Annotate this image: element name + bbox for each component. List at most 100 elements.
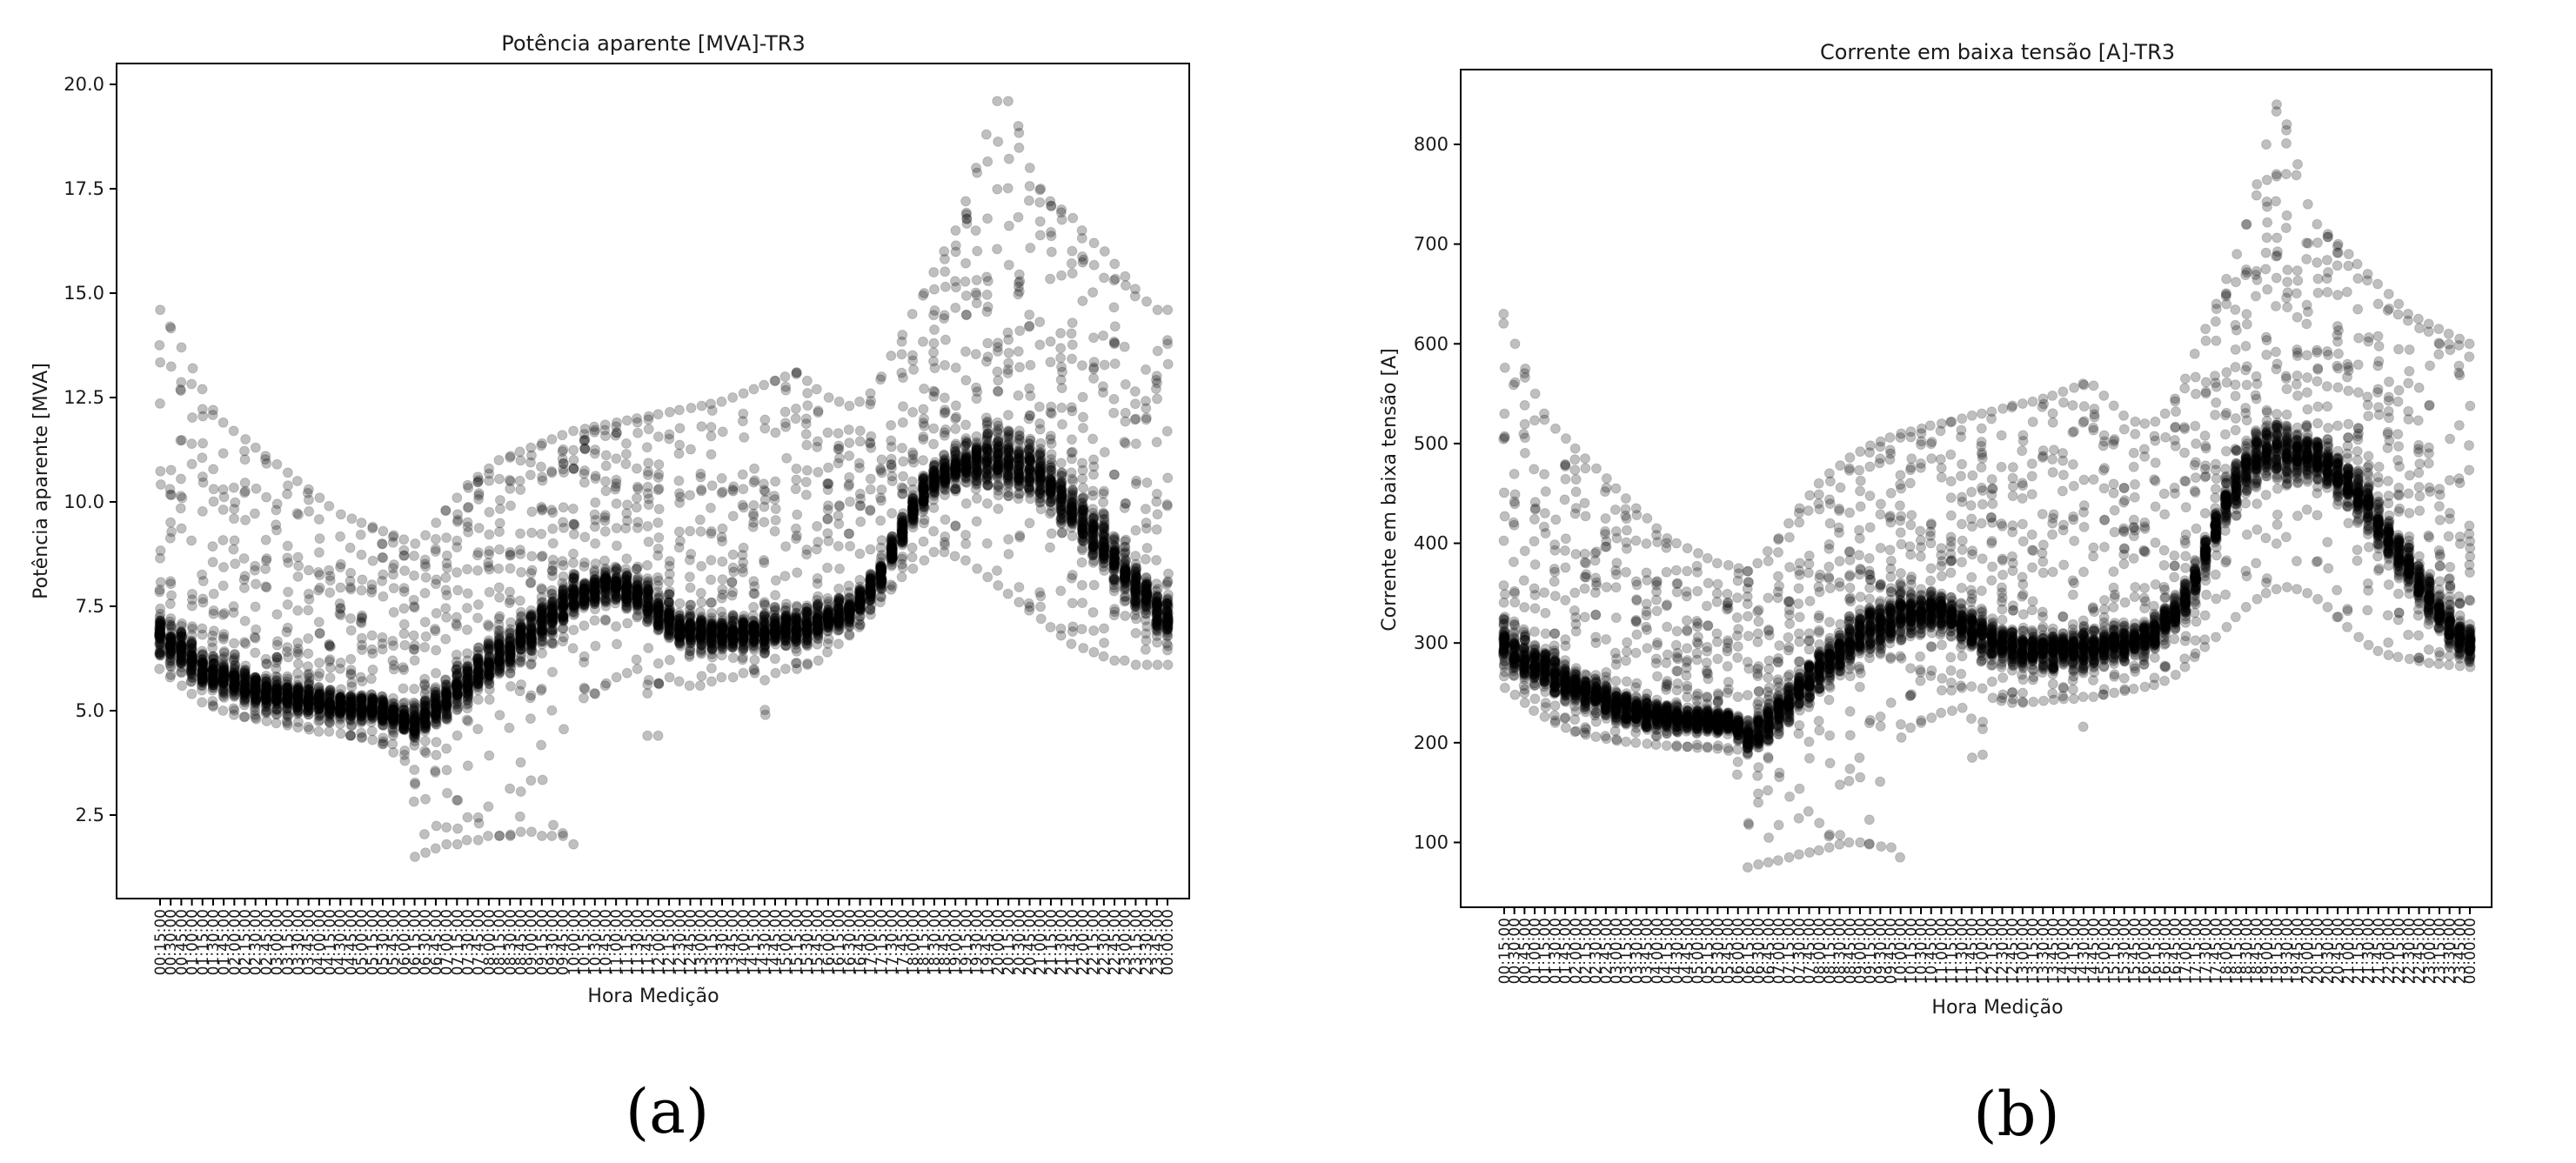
scatter-point: [197, 452, 208, 464]
scatter-point: [419, 745, 431, 757]
scatter-point: [494, 710, 505, 721]
scatter-point: [250, 442, 261, 453]
scatter-point: [546, 705, 558, 716]
scatter-point: [197, 477, 209, 488]
scatter-point: [632, 610, 643, 621]
scatter-point: [164, 660, 176, 672]
scatter-point: [632, 413, 643, 424]
scatter-point: [292, 705, 304, 716]
scatter-point: [472, 724, 484, 735]
scatter-point: [695, 525, 706, 537]
scatter-point: [356, 518, 367, 528]
scatter-point: [166, 645, 177, 656]
scatter-point: [790, 403, 801, 414]
scatter-point: [790, 523, 801, 534]
scatter-point: [325, 685, 336, 696]
scatter-point: [800, 429, 812, 440]
scatter-point: [155, 615, 166, 626]
scatter-point: [419, 587, 431, 598]
scatter-point: [452, 620, 463, 632]
scatter-point: [292, 685, 304, 696]
scatter-point: [706, 597, 717, 608]
scatter-point: [440, 603, 452, 614]
scatter-point: [154, 620, 165, 632]
scatter-point: [802, 659, 813, 671]
scatter-point: [251, 578, 262, 590]
scatter-point: [292, 551, 304, 563]
scatter-point: [664, 618, 675, 629]
scatter-point: [431, 574, 442, 585]
scatter-point: [705, 502, 716, 513]
scatter-point: [525, 640, 537, 652]
scatter-point: [673, 475, 685, 486]
scatter-point: [579, 620, 590, 632]
scatter-point: [155, 634, 166, 645]
scatter-point: [505, 680, 517, 692]
scatter-point: [610, 561, 621, 572]
scatter-point: [387, 714, 398, 725]
scatter-point: [599, 419, 611, 431]
scatter-point: [388, 583, 399, 594]
scatter-point: [514, 446, 525, 458]
scatter-point: [653, 624, 665, 635]
scatter-point: [536, 625, 547, 637]
scatter-point: [217, 417, 229, 428]
scatter-point: [800, 418, 812, 430]
scatter-point: [175, 384, 186, 395]
scatter-point: [155, 637, 166, 648]
scatter-point: [356, 732, 367, 744]
scatter-point: [833, 518, 845, 530]
scatter-point: [537, 471, 548, 483]
scatter-point: [441, 612, 452, 623]
scatter-point: [250, 647, 261, 658]
scatter-point: [461, 602, 472, 613]
scatter-point: [314, 570, 325, 581]
scatter-point: [154, 626, 165, 638]
scatter-point: [631, 492, 642, 504]
scatter-point: [674, 497, 686, 508]
scatter-point: [367, 555, 378, 566]
scatter-point: [790, 413, 801, 424]
scatter-point: [230, 497, 241, 508]
scatter-point: [759, 501, 770, 512]
scatter-point: [463, 501, 474, 512]
scatter-point: [291, 508, 303, 519]
scatter-point: [706, 554, 717, 565]
scatter-point: [164, 616, 176, 627]
scatter-point: [155, 629, 166, 640]
scatter-point: [716, 472, 727, 484]
scatter-point: [325, 699, 336, 711]
scatter-point: [833, 593, 845, 605]
scatter-point: [748, 640, 759, 652]
scatter-point: [812, 436, 823, 447]
scatter-point: [770, 667, 781, 678]
scatter-point: [738, 557, 749, 568]
scatter-point: [536, 583, 547, 594]
scatter-point: [197, 438, 209, 449]
scatter-point: [813, 655, 824, 666]
scatter-point: [770, 476, 781, 487]
scatter-point: [770, 504, 781, 515]
scatter-point: [759, 647, 770, 658]
scatter-point: [177, 492, 188, 504]
scatter-point: [739, 431, 750, 443]
scatter-point: [238, 712, 250, 723]
scatter-point: [377, 538, 388, 550]
scatter-point: [431, 608, 442, 619]
scatter-point: [505, 641, 516, 652]
scatter-point: [525, 623, 537, 634]
scatter-point: [620, 448, 632, 459]
scatter-point: [217, 673, 229, 685]
scatter-point: [537, 438, 548, 449]
scatter-point: [303, 605, 314, 616]
scatter-point: [155, 620, 166, 632]
scatter-point: [792, 664, 803, 674]
scatter-point: [653, 459, 665, 471]
scatter-point: [525, 469, 536, 480]
scatter-point: [484, 545, 495, 557]
scatter-point: [769, 632, 780, 644]
scatter-point: [579, 598, 590, 610]
scatter-point: [823, 535, 834, 546]
scatter-point: [695, 587, 706, 598]
